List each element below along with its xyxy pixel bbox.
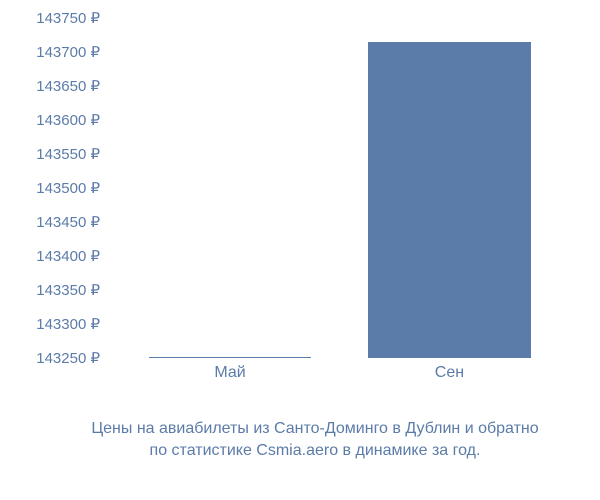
y-tick-label: 143350 ₽ bbox=[36, 281, 100, 299]
y-tick-label: 143550 ₽ bbox=[36, 145, 100, 163]
y-tick-label: 143450 ₽ bbox=[36, 213, 100, 231]
y-axis: 143250 ₽143300 ₽143350 ₽143400 ₽143450 ₽… bbox=[18, 18, 106, 358]
plot-area bbox=[106, 18, 583, 358]
y-tick-label: 143300 ₽ bbox=[36, 315, 100, 333]
y-tick-label: 143750 ₽ bbox=[36, 9, 100, 27]
x-tick-label: Май bbox=[214, 364, 245, 382]
price-chart: 143250 ₽ 143300 ₽ 143350 ₽ 143400 ₽ 143450 ₽… bbox=[18, 18, 583, 398]
y-tick-label: 143600 ₽ bbox=[36, 111, 100, 129]
chart-caption: Цены на авиабилеты из Санто-Доминго в Ду… bbox=[40, 418, 590, 463]
y-tick-label: 143400 ₽ bbox=[36, 247, 100, 265]
caption-line-1: Цены на авиабилеты из Санто-Доминго в Ду… bbox=[91, 420, 538, 437]
bar bbox=[149, 357, 311, 358]
y-tick-label: 143650 ₽ bbox=[36, 77, 100, 95]
bar bbox=[368, 42, 530, 358]
x-axis: Май Сен bbox=[106, 364, 583, 390]
y-tick-label: 143500 ₽ bbox=[36, 179, 100, 197]
y-tick-label: 143700 ₽ bbox=[36, 43, 100, 61]
x-tick-label: Сен bbox=[435, 364, 464, 382]
caption-line-2: по статистике Csmia.aero в динамике за г… bbox=[150, 442, 481, 459]
y-tick-label: 143250 ₽ bbox=[36, 349, 100, 367]
